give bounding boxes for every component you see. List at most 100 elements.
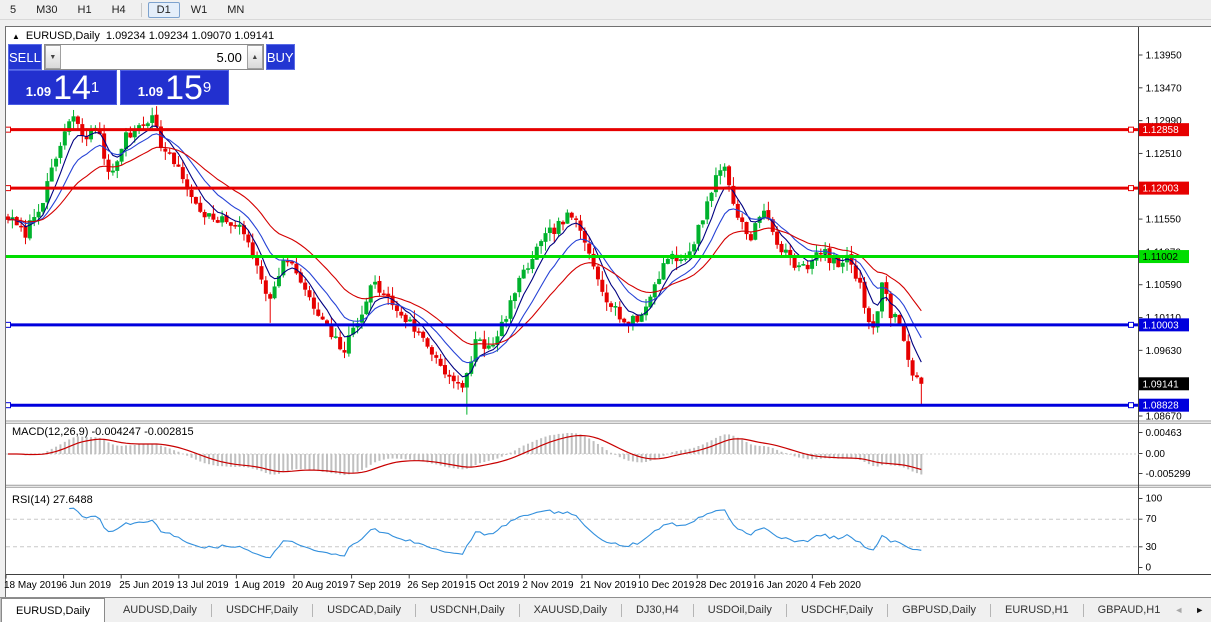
- chart-tab-eurusd-h1[interactable]: EURUSD,H1: [1005, 604, 1069, 616]
- svg-text:15 Oct 2019: 15 Oct 2019: [465, 580, 520, 591]
- timeframe-button-h4[interactable]: H4: [111, 3, 126, 16]
- ask-price-big: 15: [165, 69, 203, 107]
- chart-ohlc-values: 1.09234 1.09234 1.09070 1.09141: [105, 30, 275, 42]
- svg-text:13 Jul 2019: 13 Jul 2019: [177, 580, 229, 591]
- bid-price-big: 14: [53, 69, 91, 107]
- volume-stepper: ▼ ▲: [43, 44, 264, 70]
- sell-button[interactable]: SELL: [8, 44, 42, 70]
- macd-indicator-label: MACD(12,26,9) -0.004247 -0.002815: [12, 426, 194, 438]
- collapse-triangle-icon[interactable]: ▲: [12, 31, 20, 41]
- current-price-badge: 1.09141: [1139, 377, 1189, 391]
- horizontal-lines-layer[interactable]: [5, 126, 1139, 409]
- chart-tab-xauusd-daily[interactable]: XAUUSD,Daily: [533, 604, 607, 616]
- one-click-trading-panel: SELL ▼ ▲ BUY 1.09 14 1 1.09 15 9: [8, 44, 295, 105]
- svg-text:1.10003: 1.10003: [1143, 320, 1180, 331]
- svg-text:1.13470: 1.13470: [1146, 83, 1183, 94]
- rsi-panel-layer: 100 70 30 0: [6, 494, 1163, 574]
- chart-tab-dj30-h4[interactable]: DJ30,H4: [635, 604, 679, 616]
- timeframe-button-m30[interactable]: M30: [36, 3, 58, 16]
- svg-text:21 Nov 2019: 21 Nov 2019: [580, 580, 637, 591]
- svg-text:16 Jan 2020: 16 Jan 2020: [753, 580, 808, 591]
- tabs-scroll-right-icon[interactable]: ►: [1195, 605, 1205, 615]
- svg-text:-0.005299: -0.005299: [1146, 469, 1191, 480]
- hline-price-badge: 1.12003: [1139, 181, 1189, 195]
- chart-tab-audusd-daily[interactable]: AUDUSD,Daily: [122, 604, 197, 616]
- svg-text:7 Sep 2019: 7 Sep 2019: [350, 580, 402, 591]
- tab-separator: [1082, 603, 1084, 617]
- ask-price-tile[interactable]: 1.09 15 9: [120, 70, 229, 105]
- chart-tab-usdcnh-daily[interactable]: USDCNH,Daily: [430, 604, 505, 616]
- timeframe-button-w1[interactable]: W1: [190, 3, 208, 16]
- toolbar-separator: [140, 2, 142, 17]
- svg-text:0.00463: 0.00463: [1146, 428, 1183, 439]
- tab-separator: [990, 603, 992, 617]
- chart-title: ▲ EURUSD,Daily 1.09234 1.09234 1.09070 1…: [12, 30, 274, 42]
- tab-separator: [887, 603, 889, 617]
- rsi-value: 27.6488: [52, 494, 93, 506]
- moving-averages-layer: [7, 125, 922, 378]
- tabs-scroll-left-icon[interactable]: ◄: [1174, 605, 1184, 615]
- svg-text:1.09141: 1.09141: [1143, 379, 1180, 390]
- svg-text:28 Dec 2019: 28 Dec 2019: [695, 580, 752, 591]
- svg-text:1.08828: 1.08828: [1143, 401, 1180, 412]
- tab-separator: [210, 603, 212, 617]
- svg-text:1.08670: 1.08670: [1146, 411, 1183, 422]
- svg-text:1.12990: 1.12990: [1146, 116, 1183, 127]
- svg-text:18 May 2019: 18 May 2019: [4, 580, 62, 591]
- chart-tab-usdchf-daily[interactable]: USDCHF,Daily: [800, 604, 874, 616]
- bid-price-prefix: 1.09: [25, 84, 52, 99]
- svg-text:1 Aug 2019: 1 Aug 2019: [234, 580, 285, 591]
- bid-price-tile[interactable]: 1.09 14 1: [8, 70, 117, 105]
- chart-symbol-period: EURUSD,Daily: [25, 30, 100, 42]
- rsi-name: RSI(14): [12, 494, 50, 506]
- macd-name: MACD(12,26,9): [12, 426, 89, 438]
- svg-text:70: 70: [1146, 514, 1158, 525]
- chart-tab-usdcad-daily[interactable]: USDCAD,Daily: [327, 604, 402, 616]
- volume-decrease-icon[interactable]: ▼: [44, 45, 61, 69]
- timeframe-button-d1[interactable]: D1: [147, 1, 180, 18]
- svg-text:26 Sep 2019: 26 Sep 2019: [407, 580, 464, 591]
- chart-tab-gbpaud-h1[interactable]: GBPAUD,H1: [1097, 604, 1161, 616]
- hline-price-badge: 1.10003: [1139, 318, 1189, 332]
- tab-separator: [415, 603, 417, 617]
- chart-tab-bar: EURUSD,Daily AUDUSD,Daily USDCHF,Daily USDC…: [0, 597, 1211, 622]
- svg-text:1.12858: 1.12858: [1143, 125, 1180, 136]
- chart-tab-usdoil-daily[interactable]: USDOil,Daily: [707, 604, 772, 616]
- svg-text:1.10590: 1.10590: [1146, 280, 1183, 291]
- chart-background: [5, 26, 1211, 597]
- hline-price-badge: 1.12858: [1139, 123, 1189, 137]
- tab-separator: [620, 603, 622, 617]
- timeframe-button-mn[interactable]: MN: [227, 3, 245, 16]
- chart-tab-usdchf-daily[interactable]: USDCHF,Daily: [225, 604, 299, 616]
- svg-text:100: 100: [1146, 494, 1163, 505]
- candles-layer: [6, 106, 924, 415]
- svg-text:6 Jun 2019: 6 Jun 2019: [62, 580, 112, 591]
- volume-increase-icon[interactable]: ▲: [246, 45, 263, 69]
- tab-separator: [312, 603, 314, 617]
- macd-panel-layer: 0.00463 0.00 -0.005299: [6, 428, 1191, 480]
- volume-input[interactable]: [60, 45, 247, 69]
- timeframe-button-h1[interactable]: H1: [77, 3, 92, 16]
- price-badges-layer: 1.12858 1.12003 1.11002 1.10003 1.08828 1.091…: [1139, 123, 1189, 412]
- macd-values: -0.004247 -0.002815: [91, 426, 194, 438]
- svg-text:0.00: 0.00: [1146, 449, 1166, 460]
- rsi-indicator-label: RSI(14) 27.6488: [12, 494, 93, 506]
- chart-tab-gbpusd-daily[interactable]: GBPUSD,Daily: [902, 604, 977, 616]
- tab-separator: [785, 603, 787, 617]
- tabbar-grip: [0, 598, 1, 622]
- svg-text:20 Aug 2019: 20 Aug 2019: [292, 580, 349, 591]
- svg-text:1.11002: 1.11002: [1143, 252, 1179, 263]
- ask-price-prefix: 1.09: [137, 84, 164, 99]
- timeframe-toolbar: 5 M30 H1 H4 D1 W1 MN: [0, 0, 1211, 20]
- chart-tab-eurusd-daily[interactable]: EURUSD,Daily: [1, 598, 105, 622]
- panel-frame-layer: [5, 26, 1211, 597]
- bid-price-pipette: 1: [90, 79, 100, 96]
- svg-text:1.09630: 1.09630: [1146, 346, 1183, 357]
- hline-price-badge: 1.08828: [1139, 398, 1189, 412]
- timeframe-button-5[interactable]: 5: [10, 3, 17, 16]
- svg-text:25 Jun 2019: 25 Jun 2019: [119, 580, 174, 591]
- svg-text:0: 0: [1146, 563, 1152, 574]
- buy-button[interactable]: BUY: [265, 44, 295, 70]
